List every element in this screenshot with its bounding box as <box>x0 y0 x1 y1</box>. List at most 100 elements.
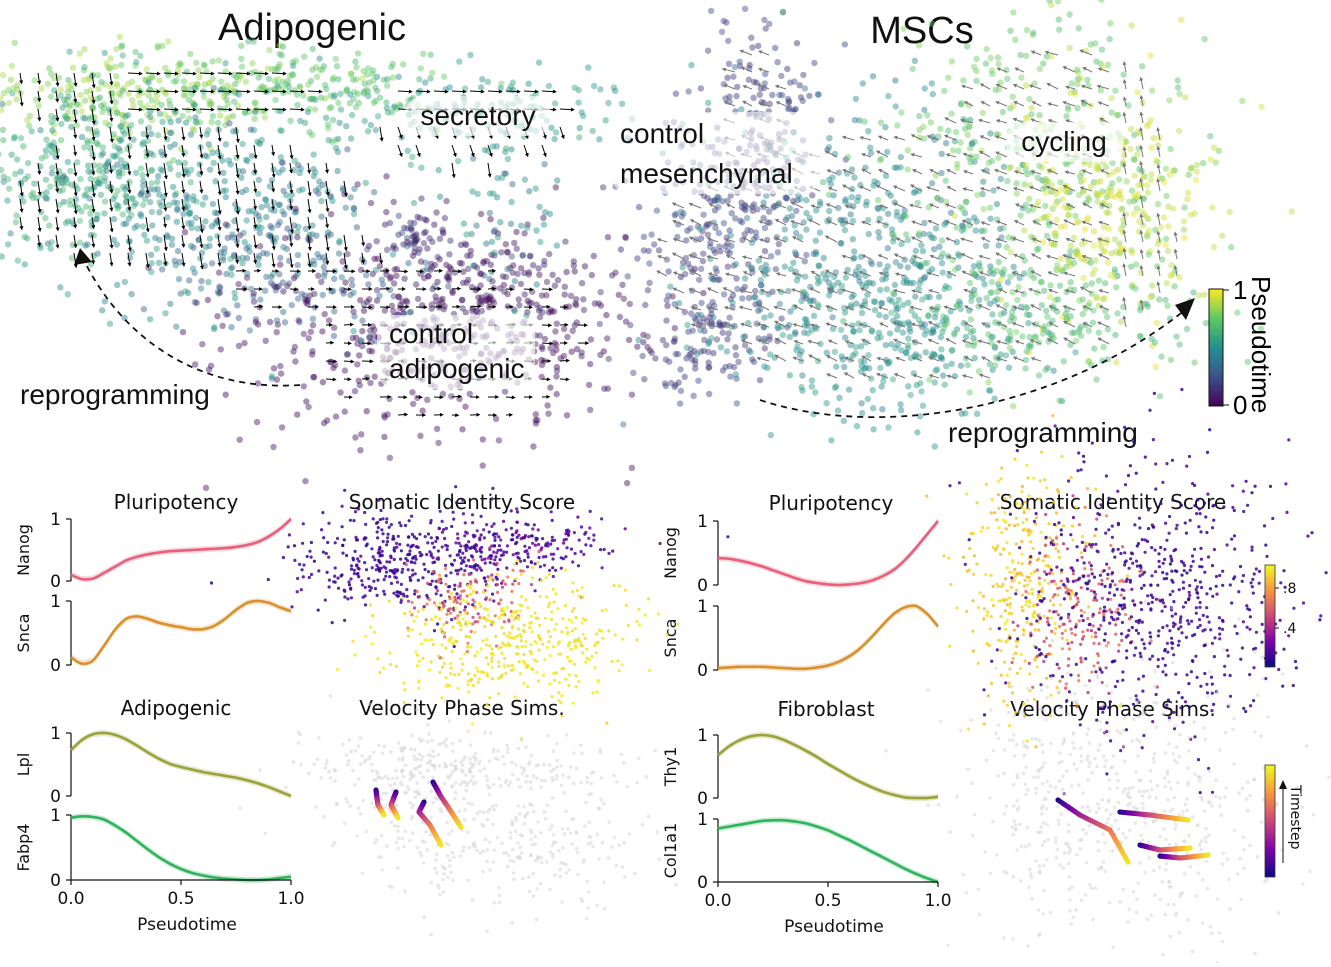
mscs-cell-point <box>980 110 986 116</box>
adipogenic-cell-point <box>141 306 147 312</box>
mscs-cell-point <box>876 312 882 318</box>
adipogenic-cell-point <box>306 335 312 341</box>
adipogenic-cell-point <box>114 83 120 89</box>
mscs-cell-point <box>1114 112 1120 118</box>
mscs-cell-point <box>794 40 800 46</box>
mscs-cell-point <box>897 401 903 407</box>
mscs-cell-point <box>1201 36 1207 42</box>
adipogenic-velocity-arrow <box>452 145 456 156</box>
adipogenic-cell-point <box>436 304 442 310</box>
mscs-cell-point <box>816 263 822 269</box>
mscs-cell-point <box>1108 250 1114 256</box>
adipogenic-cell-point <box>190 193 196 199</box>
adipogenic-cell-point <box>148 252 154 258</box>
mscs-cell-point <box>912 188 918 194</box>
mscs-velocity-arrow <box>740 50 752 55</box>
adipogenic-cell-point <box>241 285 247 291</box>
adipogenic-cell-point <box>672 325 678 331</box>
adipogenic-cell-point <box>562 238 568 244</box>
adipogenic-cell-point <box>133 170 139 176</box>
left-somatic-cell-point <box>334 541 337 544</box>
mscs-cell-point <box>949 361 955 367</box>
mscs-cell-point <box>731 364 737 370</box>
mscs-umap-embedding: control mesenchymal cycling reprogrammin… <box>596 0 1295 450</box>
adipogenic-umap-embedding: secretory control adipogenic reprogrammi… <box>0 34 711 491</box>
mscs-cell-point <box>951 331 957 337</box>
mscs-cell-point <box>868 259 874 265</box>
mscs-cell-point <box>1056 27 1062 33</box>
mscs-cell-point <box>727 250 733 256</box>
mscs-cell-point <box>807 297 813 303</box>
adipogenic-cell-point <box>138 165 144 171</box>
gene-name-label: Snca <box>14 614 33 653</box>
mscs-cell-point <box>1185 190 1191 196</box>
left-somatic-cell-point <box>380 528 383 531</box>
adipogenic-cell-point <box>219 323 225 329</box>
adipogenic-cell-point <box>295 252 301 258</box>
mscs-velocity-arrow <box>980 375 991 379</box>
mscs-cell-point <box>1194 162 1200 168</box>
mscs-cell-point <box>1153 157 1159 163</box>
mscs-cell-point <box>1039 164 1045 170</box>
mscs-cell-point <box>754 206 760 212</box>
adipogenic-cell-point <box>700 290 706 296</box>
adipogenic-cell-point <box>193 215 199 221</box>
mscs-cell-point <box>1088 183 1094 189</box>
adipogenic-cell-point <box>49 165 55 171</box>
mscs-cell-point <box>1022 365 1028 371</box>
mscs-cell-point <box>903 213 909 219</box>
adipogenic-cell-point <box>245 38 251 44</box>
mscs-cell-point <box>1038 279 1044 285</box>
adipogenic-cell-point <box>463 309 469 315</box>
left-somatic-cell-point <box>341 544 344 547</box>
adipogenic-cell-point <box>530 443 536 449</box>
adipogenic-cell-point <box>117 138 123 144</box>
left-somatic-cell-point <box>431 580 434 583</box>
mscs-cell-point <box>895 305 901 311</box>
adipogenic-velocity-arrow <box>362 307 372 308</box>
adipogenic-cell-point <box>334 168 340 174</box>
mscs-cell-point <box>676 300 682 306</box>
mscs-cell-point <box>663 383 669 389</box>
left-somatic-cell-point <box>436 622 439 625</box>
mscs-cell-point <box>1007 318 1013 324</box>
adipogenic-cell-point <box>503 170 509 176</box>
adipogenic-cell-point <box>352 58 358 64</box>
left-somatic-cell-point <box>333 575 336 578</box>
mscs-cell-point <box>764 237 770 243</box>
mscs-cell-point <box>967 145 973 151</box>
mscs-cell-point <box>995 54 1001 60</box>
mscs-cell-point <box>716 195 722 201</box>
adipogenic-velocity-arrow <box>308 199 310 213</box>
adipogenic-velocity-arrow <box>326 361 337 362</box>
mscs-cell-point <box>1015 284 1021 290</box>
mscs-velocity-arrow <box>1032 102 1041 106</box>
adipogenic-cell-point <box>294 91 300 97</box>
mscs-cell-point <box>824 350 830 356</box>
gene-trend-y-tick-label: 0 <box>50 572 61 592</box>
mscs-cell-point <box>889 298 895 304</box>
adipogenic-cell-point <box>280 188 286 194</box>
mscs-cell-point <box>758 282 764 288</box>
left-somatic-cell-point <box>480 515 483 518</box>
adipogenic-cell-point <box>251 298 257 304</box>
mscs-cell-point <box>1093 376 1099 382</box>
mscs-cell-point <box>921 220 927 226</box>
adipogenic-cell-point <box>7 230 13 236</box>
adipogenic-velocity-arrow <box>218 91 232 92</box>
mscs-velocity-arrow <box>1158 165 1160 174</box>
mscs-velocity-arrow <box>995 170 1007 174</box>
adipogenic-cell-point <box>379 277 385 283</box>
left-somatic-cell-point <box>343 595 346 598</box>
adipogenic-cell-point <box>229 264 235 270</box>
mscs-cell-point <box>1113 359 1119 365</box>
mscs-velocity-arrow <box>946 204 956 208</box>
mscs-cell-point <box>878 120 884 126</box>
mscs-velocity-arrow <box>946 339 956 344</box>
mscs-velocity-arrow <box>1016 341 1024 344</box>
left-somatic-cell-point <box>381 550 384 553</box>
adipogenic-velocity-arrow <box>362 343 371 344</box>
mscs-cell-point <box>1134 89 1140 95</box>
left-somatic-cell-point <box>378 499 381 502</box>
adipogenic-cell-point <box>175 248 181 254</box>
